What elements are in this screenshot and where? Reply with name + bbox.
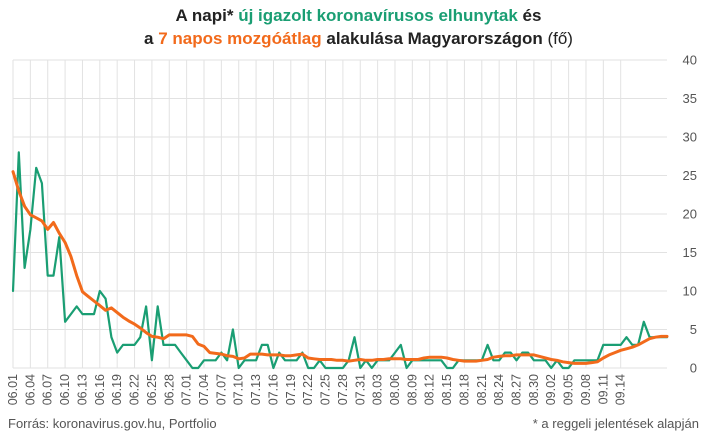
- series-lines: [11, 151, 669, 370]
- x-tick-label-09.05: 09.05: [562, 374, 576, 405]
- y-tick-label-10: 10: [683, 284, 697, 299]
- x-tick-label-08.03: 08.03: [371, 374, 385, 405]
- x-tick-label-09.14: 09.14: [614, 374, 628, 405]
- x-tick-label-07.25: 07.25: [319, 374, 333, 405]
- x-tick-label-08.12: 08.12: [423, 374, 437, 405]
- source-note: Forrás: koronavirus.gov.hu, Portfolio: [8, 416, 217, 431]
- x-tick-label-08.24: 08.24: [492, 374, 506, 405]
- x-tick-label-07.22: 07.22: [301, 374, 315, 405]
- x-tick-label-08.09: 08.09: [405, 374, 419, 405]
- y-tick-label-20: 20: [683, 207, 697, 222]
- x-tick-label-07.13: 07.13: [249, 374, 263, 405]
- x-tick-label-07.28: 07.28: [336, 374, 350, 405]
- x-tick-label-07.01: 07.01: [180, 374, 194, 405]
- y-tick-label-0: 0: [690, 361, 697, 376]
- x-tick-label-06.19: 06.19: [110, 374, 124, 405]
- x-tick-label-06.10: 06.10: [58, 374, 72, 405]
- title-unit: (fő): [542, 29, 573, 48]
- x-tick-label-07.31: 07.31: [353, 374, 367, 405]
- y-tick-label-15: 15: [683, 245, 697, 260]
- x-tick-label-07.07: 07.07: [214, 374, 228, 405]
- y-tick-label-25: 25: [683, 168, 697, 183]
- x-tick-label-07.19: 07.19: [284, 374, 298, 405]
- x-tick-label-06.16: 06.16: [93, 374, 107, 405]
- y-axis-ticks: 0 5 10 15 20 25 30 35 40: [683, 53, 697, 376]
- y-tick-label-30: 30: [683, 130, 697, 145]
- title-daily-label: új igazolt koronavírusos elhunytak: [238, 6, 518, 25]
- x-tick-label-06.22: 06.22: [128, 374, 142, 405]
- x-tick-label-08.15: 08.15: [440, 374, 454, 405]
- x-tick-label-08.30: 08.30: [527, 374, 541, 405]
- x-tick-label-09.11: 09.11: [596, 374, 610, 404]
- x-axis-ticks: 06.01 06.04 06.07 06.10 06.13 06.16 06.19 06.22…: [6, 374, 628, 405]
- x-tick-label-06.07: 06.07: [41, 374, 55, 405]
- title-prefix-1: A napi*: [175, 6, 239, 25]
- x-tick-label-07.04: 07.04: [197, 374, 211, 405]
- x-tick-label-09.08: 09.08: [579, 374, 593, 405]
- chart-title: A napi* új igazolt koronavírusos elhunyt…: [0, 4, 717, 50]
- title-line-2: a 7 napos mozgóátlag alakulása Magyarors…: [0, 27, 717, 50]
- x-tick-label-08.21: 08.21: [475, 374, 489, 405]
- title-suffix-1: és: [517, 6, 542, 25]
- footnote: * a reggeli jelentések alapján: [532, 416, 699, 431]
- y-tick-label-40: 40: [683, 53, 697, 68]
- x-tick-label-08.27: 08.27: [510, 374, 524, 405]
- x-tick-label-06.25: 06.25: [145, 374, 159, 405]
- x-tick-label-08.06: 08.06: [388, 374, 402, 405]
- title-line-1: A napi* új igazolt koronavírusos elhunyt…: [0, 4, 717, 27]
- y-tick-label-35: 35: [683, 91, 697, 106]
- y-tick-label-5: 5: [690, 322, 697, 337]
- title-suffix-2: alakulása Magyarországon: [321, 29, 543, 48]
- x-tick-label-09.02: 09.02: [544, 374, 558, 405]
- x-tick-label-06.01: 06.01: [6, 374, 20, 405]
- x-tick-label-07.16: 07.16: [266, 374, 280, 405]
- grid-lines: [12, 59, 667, 369]
- x-tick-label-07.10: 07.10: [232, 374, 246, 405]
- x-tick-label-08.18: 08.18: [457, 374, 471, 405]
- average-series-line: [11, 170, 669, 365]
- x-tick-label-06.13: 06.13: [75, 374, 89, 405]
- title-average-label: 7 napos mozgóátlag: [158, 29, 322, 48]
- x-tick-label-06.04: 06.04: [23, 374, 37, 405]
- title-prefix-2: a: [144, 29, 159, 48]
- x-tick-label-06.28: 06.28: [162, 374, 176, 405]
